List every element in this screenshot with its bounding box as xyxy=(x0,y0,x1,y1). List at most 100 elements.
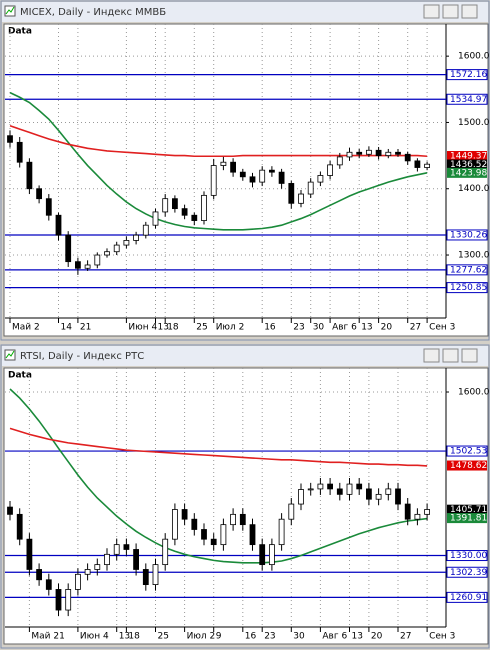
candle-body xyxy=(298,489,304,505)
moving-average xyxy=(9,125,428,158)
window-title: MICEX, Daily - Индекс ММВБ xyxy=(20,7,166,18)
close-button[interactable] xyxy=(461,4,478,19)
title-bar xyxy=(2,2,488,22)
x-tick-label: 25 xyxy=(158,632,169,642)
candle-body xyxy=(259,544,266,566)
candle-body xyxy=(395,151,401,155)
candle-body xyxy=(230,161,237,173)
price-marker xyxy=(447,513,487,524)
candle-body xyxy=(298,193,304,204)
candle-body xyxy=(191,518,198,530)
candle-body xyxy=(65,234,72,263)
candle-body xyxy=(16,141,23,163)
candle-body xyxy=(7,506,13,515)
level-label: 1572.16 xyxy=(450,70,487,80)
candle-body xyxy=(239,171,246,178)
candle-body xyxy=(75,573,81,590)
candle-body xyxy=(94,564,101,570)
price-marker-label: 1449.37 xyxy=(450,152,487,162)
price-marker xyxy=(447,460,487,471)
candle-body xyxy=(7,135,13,143)
candle-body xyxy=(404,503,411,520)
candle-body xyxy=(220,161,227,166)
x-tick-label: 13 xyxy=(119,632,130,642)
candle-body xyxy=(75,261,81,269)
maximize-button[interactable] xyxy=(442,348,459,363)
price-marker-label: 1436.52 xyxy=(450,160,487,170)
x-tick-label: 13 xyxy=(361,323,372,333)
candle-body xyxy=(133,234,140,241)
y-tick-label: 1300.00 xyxy=(458,251,490,261)
close-button[interactable] xyxy=(461,348,478,363)
window: RTSI, Daily - Индекс РТС xyxy=(0,344,490,649)
candle-body xyxy=(307,488,314,491)
level-label-box xyxy=(446,445,488,457)
x-tick-label: Июн 4 xyxy=(80,632,109,642)
candle-body xyxy=(249,176,256,183)
candle-body xyxy=(84,569,91,575)
minimize-button[interactable] xyxy=(423,4,440,19)
window-icon-line xyxy=(5,350,15,359)
x-tick-label: 18 xyxy=(167,323,179,333)
candle-body xyxy=(171,198,178,210)
x-tick-label: 27 xyxy=(410,323,421,333)
minimize-button[interactable] xyxy=(423,348,440,363)
price-marker xyxy=(447,504,487,515)
price-marker-label: 1423.98 xyxy=(450,168,487,178)
candle-body xyxy=(375,149,382,156)
candle-body xyxy=(65,589,72,611)
candle-body xyxy=(55,589,62,611)
candle-body xyxy=(152,564,159,586)
candle-body xyxy=(404,153,411,162)
moving-average xyxy=(9,91,428,231)
level-label: 1302.39 xyxy=(450,568,487,578)
candle-body xyxy=(230,513,237,526)
x-tick-label: Июн 4 xyxy=(128,323,157,333)
candle-body xyxy=(288,183,295,204)
level-label: 1260.91 xyxy=(450,593,487,603)
candle-body xyxy=(45,198,52,216)
candle-body xyxy=(162,538,169,566)
candle-body xyxy=(414,160,421,168)
x-tick-label: Май 21 xyxy=(31,632,64,642)
x-tick-label: 27 xyxy=(400,632,411,642)
level-label-box xyxy=(446,566,488,578)
candle-body xyxy=(210,538,217,546)
window-title: RTSI, Daily - Индекс РТС xyxy=(20,351,144,362)
candle-body xyxy=(336,488,343,495)
candle-body xyxy=(249,524,256,546)
x-tick-label: Авг 6 xyxy=(322,632,347,642)
candle-body xyxy=(259,169,266,183)
candle-body xyxy=(36,569,42,581)
candle-body xyxy=(36,188,42,200)
y-tick-label: 1600.00 xyxy=(458,388,490,398)
candle-body xyxy=(278,171,285,184)
candle-body xyxy=(142,224,149,236)
data-label: Data xyxy=(8,371,32,381)
maximize-button[interactable] xyxy=(442,4,459,19)
y-tick-label: 1600.00 xyxy=(458,52,490,62)
data-label: Data xyxy=(8,27,32,37)
title-bar xyxy=(2,346,488,366)
y-tick-label: 1400.00 xyxy=(458,184,490,194)
candle-body xyxy=(152,211,159,226)
x-tick-label: 14 xyxy=(61,323,73,333)
x-tick-label: 13 xyxy=(158,323,169,333)
x-tick-label: 18 xyxy=(128,632,140,642)
level-label-box xyxy=(446,264,488,276)
candle-body xyxy=(327,164,334,176)
x-tick-label: 30 xyxy=(293,632,305,642)
candle-body xyxy=(26,538,33,570)
candle-body xyxy=(346,483,353,495)
candle-body xyxy=(336,156,343,166)
candle-body xyxy=(181,509,188,520)
candle-body xyxy=(375,493,382,500)
level-label-box xyxy=(446,93,488,105)
level-label-box xyxy=(446,591,488,603)
candle-body xyxy=(356,151,363,155)
candle-body xyxy=(171,509,178,540)
chart-area xyxy=(3,367,489,645)
candle-body xyxy=(365,488,372,500)
